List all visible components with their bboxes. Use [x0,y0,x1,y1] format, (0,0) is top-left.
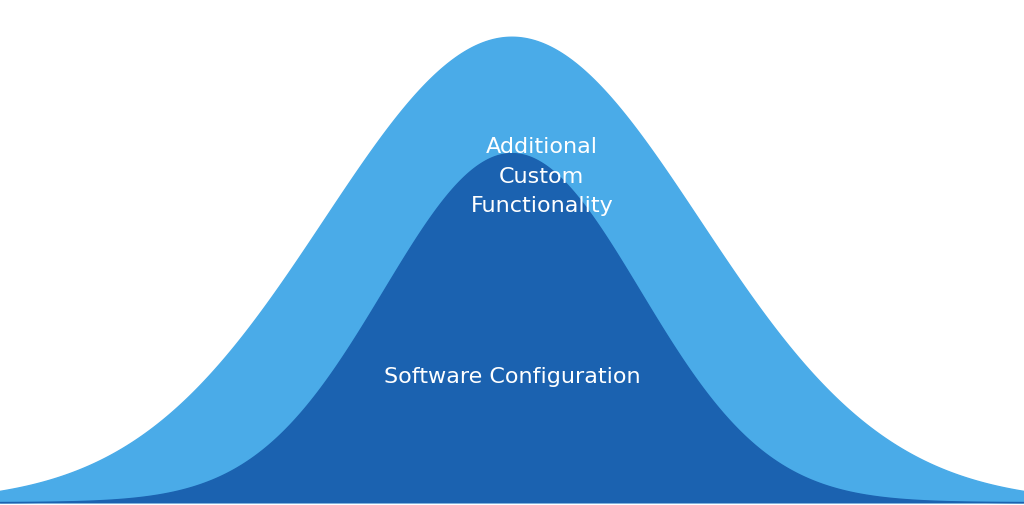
Text: Additional
Custom
Functionality: Additional Custom Functionality [470,137,613,217]
Text: Software Configuration: Software Configuration [384,367,640,387]
